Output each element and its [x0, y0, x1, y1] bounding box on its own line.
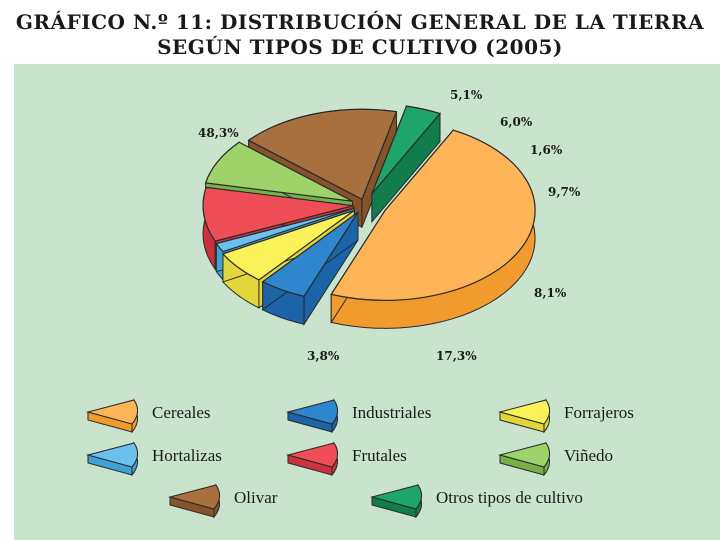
legend-swatch — [86, 442, 138, 468]
legend-label: Forrajeros — [564, 403, 634, 422]
pct-label-hortalizas: 1,6% — [530, 143, 563, 157]
legend-item-frutales: Frutales — [286, 441, 407, 477]
legend-label: Cereales — [152, 403, 211, 422]
pie-slice-cereales — [330, 128, 536, 329]
pct-label-forrajeros: 6,0% — [500, 115, 533, 129]
legend-label: Viñedo — [564, 446, 613, 465]
pct-label-vinedo: 8,1% — [534, 286, 567, 300]
legend-item-otros-tipos-de-cultivo: Otros tipos de cultivo — [370, 483, 583, 519]
legend-item-industriales: Industriales — [286, 398, 431, 434]
chart-title-line-2: SEGÚN TIPOS DE CULTIVO (2005) — [157, 35, 563, 59]
legend-item-vinedo: Viñedo — [498, 441, 613, 477]
legend-swatch — [498, 442, 550, 468]
legend-swatch — [370, 484, 422, 510]
legend-swatch — [168, 484, 220, 510]
legend-label: Hortalizas — [152, 446, 222, 465]
pct-label-cereales: 48,3% — [198, 126, 239, 140]
legend-swatch — [286, 442, 338, 468]
pct-label-otros-tipos-de-cultivo: 3,8% — [307, 349, 340, 363]
legend-label: Industriales — [352, 403, 431, 422]
legend-item-forrajeros: Forrajeros — [498, 398, 634, 434]
chart-title: GRÁFICO N.º 11: DISTRIBUCIÓN GENERAL DE … — [0, 10, 720, 60]
chart-title-line-1: GRÁFICO N.º 11: DISTRIBUCIÓN GENERAL DE … — [15, 10, 705, 34]
legend-item-cereales: Cereales — [86, 398, 211, 434]
pct-label-frutales: 9,7% — [548, 185, 581, 199]
legend-swatch — [498, 399, 550, 425]
pct-label-olivar: 17,3% — [436, 349, 477, 363]
pie-slice-otros-tipos-de-cultivo — [371, 105, 442, 224]
legend-label: Otros tipos de cultivo — [436, 488, 583, 507]
legend-label: Olivar — [234, 488, 278, 507]
pie-slice-industriales — [261, 210, 359, 326]
legend-swatch — [286, 399, 338, 425]
legend-item-hortalizas: Hortalizas — [86, 441, 222, 477]
legend-item-olivar: Olivar — [168, 483, 278, 519]
pct-label-industriales: 5,1% — [450, 88, 483, 102]
legend-label: Frutales — [352, 446, 407, 465]
legend-swatch — [86, 399, 138, 425]
